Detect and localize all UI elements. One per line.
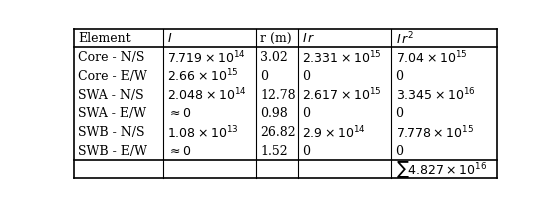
Text: $7.04 \times 10^{15}$: $7.04 \times 10^{15}$	[395, 49, 467, 66]
Text: SWA - N/S: SWA - N/S	[78, 88, 144, 101]
Text: $7.778 \times 10^{15}$: $7.778 \times 10^{15}$	[395, 124, 474, 140]
Text: 0: 0	[260, 70, 268, 83]
Text: $1.08 \times 10^{13}$: $1.08 \times 10^{13}$	[167, 124, 239, 140]
Text: 26.82: 26.82	[260, 125, 296, 138]
Text: $7.719 \times 10^{14}$: $7.719 \times 10^{14}$	[167, 49, 246, 66]
Text: $2.048 \times 10^{14}$: $2.048 \times 10^{14}$	[167, 87, 247, 103]
Text: Element: Element	[78, 32, 131, 45]
Text: SWB - E/W: SWB - E/W	[78, 144, 147, 157]
Text: $2.331 \times 10^{15}$: $2.331 \times 10^{15}$	[302, 49, 382, 66]
Text: 0.98: 0.98	[260, 107, 288, 120]
Text: $3.345 \times 10^{16}$: $3.345 \times 10^{16}$	[395, 87, 475, 103]
Text: $I$: $I$	[167, 32, 173, 45]
Text: 0: 0	[395, 144, 403, 157]
Text: Core - E/W: Core - E/W	[78, 70, 147, 83]
Text: Core - N/S: Core - N/S	[78, 51, 145, 64]
Text: $\approx 0$: $\approx 0$	[167, 107, 192, 120]
Text: $I\,r^2$: $I\,r^2$	[395, 30, 414, 47]
Text: $\sum 4.827 \times 10^{16}$: $\sum 4.827 \times 10^{16}$	[395, 159, 487, 180]
Text: 0: 0	[302, 144, 310, 157]
Text: 0: 0	[302, 70, 310, 83]
Text: $2.9 \times 10^{14}$: $2.9 \times 10^{14}$	[302, 124, 367, 140]
Text: r (m): r (m)	[260, 32, 292, 45]
Text: 0: 0	[302, 107, 310, 120]
Text: $\approx 0$: $\approx 0$	[167, 144, 192, 157]
Text: $I\,r$: $I\,r$	[302, 32, 316, 45]
Text: 1.52: 1.52	[260, 144, 288, 157]
Text: SWB - N/S: SWB - N/S	[78, 125, 145, 138]
Text: 3.02: 3.02	[260, 51, 288, 64]
Text: SWA - E/W: SWA - E/W	[78, 107, 146, 120]
Text: 0: 0	[395, 107, 403, 120]
Text: 12.78: 12.78	[260, 88, 296, 101]
Text: $2.66 \times 10^{15}$: $2.66 \times 10^{15}$	[167, 68, 239, 84]
Text: 0: 0	[395, 70, 403, 83]
Text: $2.617 \times 10^{15}$: $2.617 \times 10^{15}$	[302, 87, 382, 103]
